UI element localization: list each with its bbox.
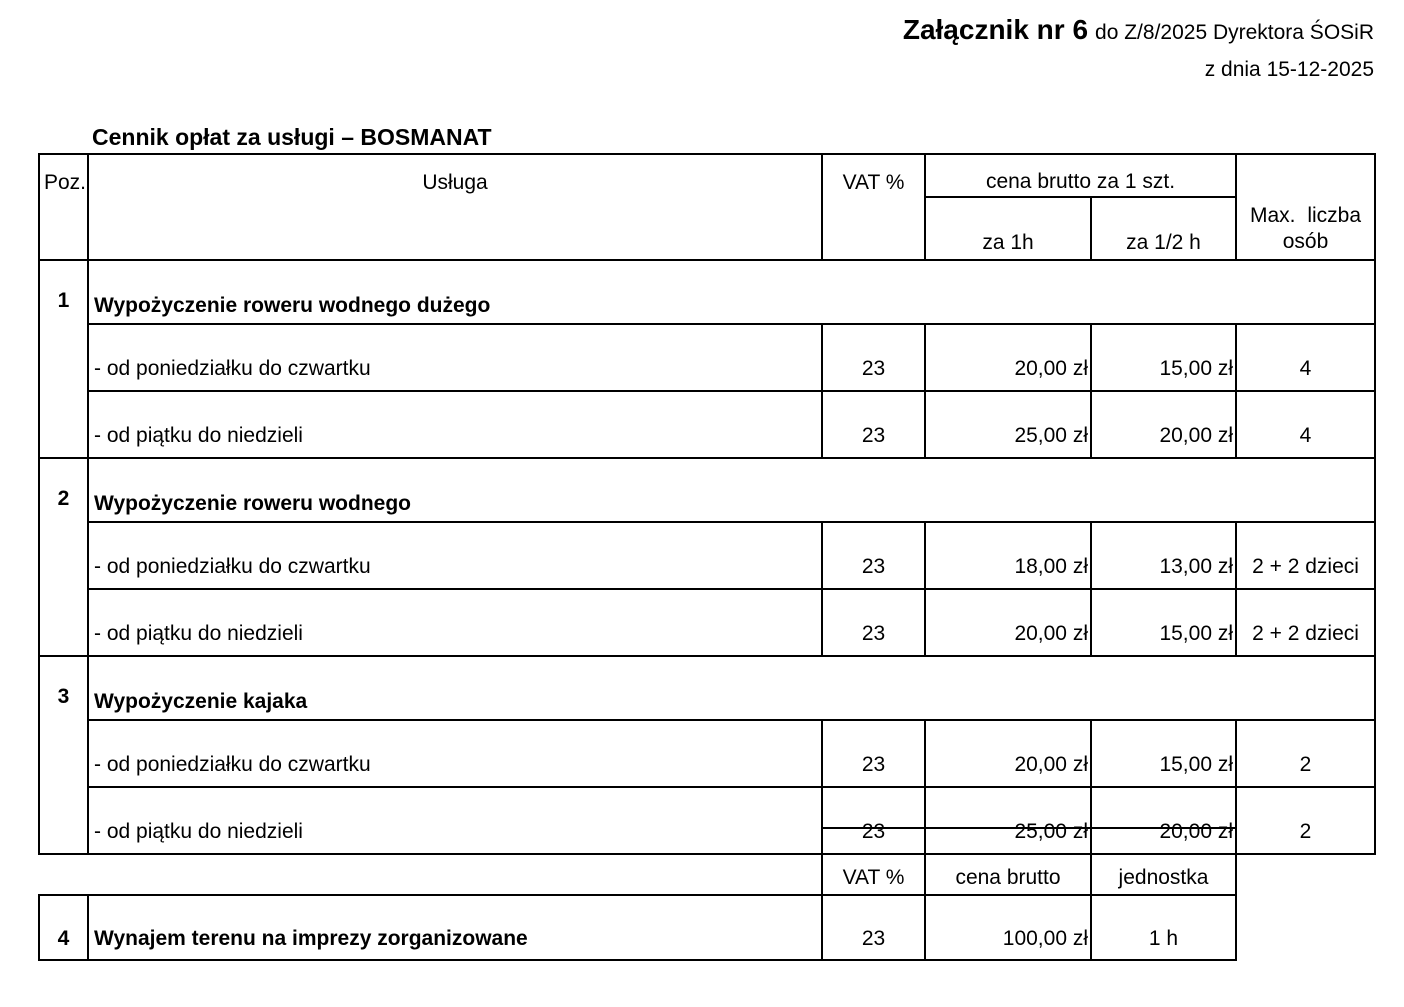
- column-header-per-half-h: za 1/2 h: [1089, 196, 1238, 261]
- column-header-vat: VAT %: [821, 153, 926, 261]
- service-description: - od piątku do niedzieli: [87, 390, 823, 459]
- service-group-title: Wypożyczenie kajaka: [86, 655, 1377, 721]
- column-header-vat: VAT %: [821, 827, 926, 896]
- max-persons-value: 4: [1235, 390, 1377, 459]
- column-header-usluga: Usługa: [87, 153, 823, 261]
- service-group-title: Wypożyczenie roweru wodnego: [86, 457, 1377, 523]
- table-row: - od poniedziałku do czwartku 23 20,00 z…: [39, 719, 1377, 788]
- group-title-row: 2 Wypożyczenie roweru wodnego: [38, 457, 1377, 657]
- group-title-row: 3 Wypożyczenie kajaka: [38, 655, 1377, 855]
- price-value: 100,00 zł: [924, 894, 1092, 961]
- poz-number: 2: [38, 457, 89, 657]
- table-row: - od poniedziałku do czwartku 23 18,00 z…: [39, 521, 1377, 590]
- price-half-h-value: 15,00 zł: [1089, 588, 1238, 657]
- service-description: - od piątku do niedzieli: [87, 588, 823, 657]
- vat-value: 23: [821, 323, 926, 392]
- price-1h-value: 20,00 zł: [924, 719, 1092, 788]
- table-header-row-1: Poz. Usługa VAT % cena brutto za 1 szt. …: [38, 153, 1377, 261]
- vat-value: 23: [821, 521, 926, 590]
- price-1h-value: 18,00 zł: [924, 521, 1092, 590]
- max-persons-value: 2: [1235, 786, 1377, 855]
- price-half-h-value: 13,00 zł: [1089, 521, 1238, 590]
- price-1h-value: 20,00 zł: [924, 323, 1092, 392]
- price-table: Poz. Usługa VAT % cena brutto za 1 szt. …: [38, 153, 1377, 855]
- poz-number: 3: [38, 655, 89, 855]
- poz-number: 1: [38, 259, 89, 459]
- price-half-h-value: 15,00 zł: [1089, 719, 1238, 788]
- price-1h-value: 20,00 zł: [924, 588, 1092, 657]
- column-header-poz: Poz.: [38, 153, 89, 261]
- attachment-number: Załącznik nr 6: [902, 14, 1089, 45]
- column-header-per-1h: za 1h: [924, 196, 1092, 261]
- max-persons-value: 2 + 2 dzieci: [1235, 521, 1377, 590]
- service-group-title: Wypożyczenie roweru wodnego dużego: [86, 259, 1377, 325]
- attachment-reference: do Z/8/2025 Dyrektora ŚOSiR: [1095, 21, 1374, 44]
- vat-value: 23: [821, 588, 926, 657]
- service-description: - od piątku do niedzieli: [87, 786, 823, 855]
- rental-table: VAT % cena brutto jednostka 4 Wynajem te…: [38, 827, 1237, 961]
- service-group-title: Wynajem terenu na imprezy zorganizowane: [87, 894, 823, 961]
- max-persons-value: 2 + 2 dzieci: [1235, 588, 1377, 657]
- column-header-price-group: cena brutto za 1 szt.: [923, 153, 1238, 198]
- max-persons-value: 4: [1235, 323, 1377, 392]
- column-header-max-persons: Max. liczba osób: [1235, 153, 1377, 261]
- vat-value: 23: [821, 894, 926, 961]
- service-description: - od poniedziałku do czwartku: [87, 719, 823, 788]
- attachment-date: z dnia 15-12-2025: [1204, 58, 1374, 81]
- empty-spacer-cell: [39, 828, 822, 895]
- group-title-row: 1 Wypożyczenie roweru wodnego dużego: [38, 259, 1377, 459]
- attachment-header: Załącznik nr 6 do Z/8/2025 Dyrektora ŚOSi…: [903, 14, 1374, 82]
- vat-value: 23: [821, 719, 926, 788]
- column-header-unit: jednostka: [1090, 827, 1237, 896]
- table-header-row-2: za 1h za 1/2 h: [39, 196, 1375, 261]
- poz-number: 4: [38, 894, 89, 961]
- price-half-h-value: 20,00 zł: [1089, 390, 1238, 459]
- table-row: - od piątku do niedzieli 23 25,00 zł 20,…: [39, 390, 1377, 459]
- column-header-price: cena brutto: [924, 827, 1092, 896]
- rental-table-header-row: VAT % cena brutto jednostka: [39, 827, 1237, 896]
- table-row: - od poniedziałku do czwartku 23 20,00 z…: [39, 323, 1377, 392]
- unit-value: 1 h: [1090, 894, 1237, 961]
- price-half-h-value: 15,00 zł: [1089, 323, 1238, 392]
- attachment-title-line: Załącznik nr 6 do Z/8/2025 Dyrektora ŚOSi…: [903, 14, 1374, 46]
- table-row: 4 Wynajem terenu na imprezy zorganizowan…: [38, 894, 1237, 961]
- page-title: Cennik opłat za usługi – BOSMANAT: [92, 124, 492, 150]
- price-1h-value: 25,00 zł: [924, 390, 1092, 459]
- max-persons-value: 2: [1235, 719, 1377, 788]
- table-row: - od piątku do niedzieli 23 20,00 zł 15,…: [39, 588, 1377, 657]
- vat-value: 23: [821, 390, 926, 459]
- service-description: - od poniedziałku do czwartku: [87, 323, 823, 392]
- service-description: - od poniedziałku do czwartku: [87, 521, 823, 590]
